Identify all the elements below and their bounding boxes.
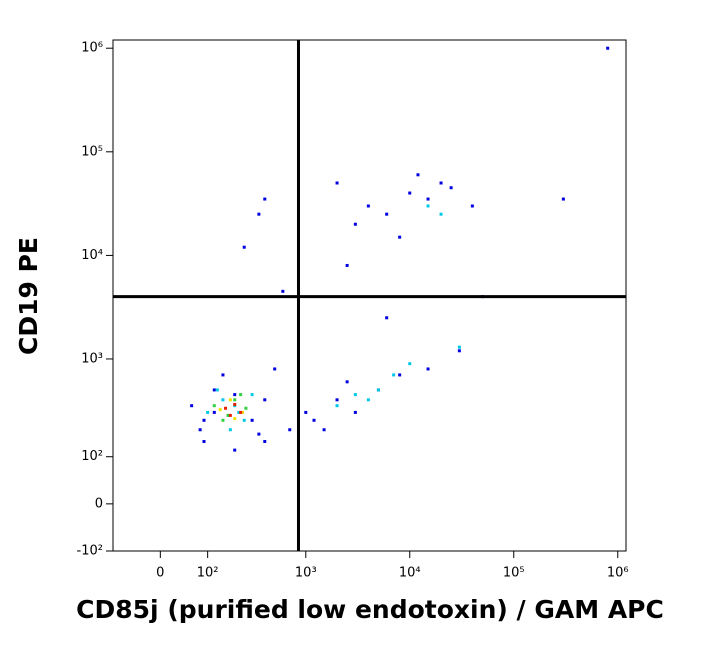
point	[345, 380, 349, 384]
point	[416, 173, 420, 177]
point	[242, 245, 246, 249]
point	[244, 406, 248, 410]
point	[228, 413, 232, 417]
x-axis-label: CD85j (purified low endotoxin) / GAM APC	[76, 595, 664, 624]
point	[242, 418, 246, 422]
point	[449, 186, 453, 190]
point	[233, 417, 237, 421]
point	[408, 362, 412, 366]
point	[457, 349, 461, 353]
point	[228, 398, 232, 402]
point	[202, 439, 206, 443]
point	[385, 316, 389, 320]
point	[353, 222, 357, 226]
point	[426, 197, 430, 201]
x-tick-label: 10⁴	[399, 566, 421, 581]
point	[281, 289, 285, 293]
point	[233, 393, 237, 397]
point	[345, 263, 349, 267]
point	[335, 398, 339, 402]
point	[366, 204, 370, 208]
point	[240, 410, 244, 414]
point	[408, 191, 412, 195]
point	[233, 402, 237, 406]
point	[257, 432, 261, 436]
point	[398, 373, 402, 377]
point	[263, 439, 267, 443]
y-tick-label: 0	[95, 496, 103, 511]
y-tick-label: 10³	[81, 351, 103, 366]
x-tick-label: 10⁶	[607, 566, 629, 581]
y-tick-label: 10⁴	[81, 248, 103, 263]
point	[385, 212, 389, 216]
point	[304, 410, 308, 414]
point	[221, 398, 225, 402]
point	[439, 212, 443, 216]
point	[353, 410, 357, 414]
point	[457, 345, 461, 349]
x-tick-label: 0	[156, 566, 164, 581]
x-tick-label: 10⁵	[503, 566, 525, 581]
point	[322, 428, 326, 432]
point	[392, 373, 396, 377]
point	[212, 388, 216, 392]
point	[215, 388, 219, 392]
point	[263, 197, 267, 201]
point	[239, 410, 243, 414]
point	[312, 418, 316, 422]
point	[561, 197, 565, 201]
point	[228, 428, 232, 432]
point	[250, 418, 254, 422]
point	[221, 373, 225, 377]
y-tick-label: -10²	[77, 544, 103, 559]
point	[366, 398, 370, 402]
point	[206, 410, 210, 414]
x-tick-label: 10³	[295, 566, 317, 581]
point	[426, 204, 430, 208]
x-tick-label: 10²	[197, 566, 219, 581]
point	[439, 181, 443, 185]
point	[250, 393, 254, 397]
y-tick-label: 10²	[81, 449, 103, 464]
point	[224, 406, 228, 410]
point	[212, 410, 216, 414]
point	[335, 404, 339, 408]
y-tick-label: 10⁵	[81, 144, 103, 159]
y-axis-label: CD19 PE	[14, 237, 43, 355]
point	[257, 212, 261, 216]
point	[221, 418, 225, 422]
point	[288, 428, 292, 432]
point	[353, 393, 357, 397]
point	[263, 398, 267, 402]
point	[237, 410, 241, 414]
point	[376, 388, 380, 392]
y-tick-label: 10⁶	[81, 41, 103, 56]
point	[426, 367, 430, 371]
point	[198, 428, 202, 432]
point	[335, 181, 339, 185]
point	[190, 404, 194, 408]
point	[226, 413, 230, 417]
point	[202, 418, 206, 422]
point	[218, 408, 222, 412]
point	[233, 398, 237, 402]
point	[273, 367, 277, 371]
point	[239, 393, 243, 397]
point	[398, 235, 402, 239]
point	[233, 448, 237, 452]
point	[606, 46, 610, 50]
point	[470, 204, 474, 208]
point	[212, 404, 216, 408]
